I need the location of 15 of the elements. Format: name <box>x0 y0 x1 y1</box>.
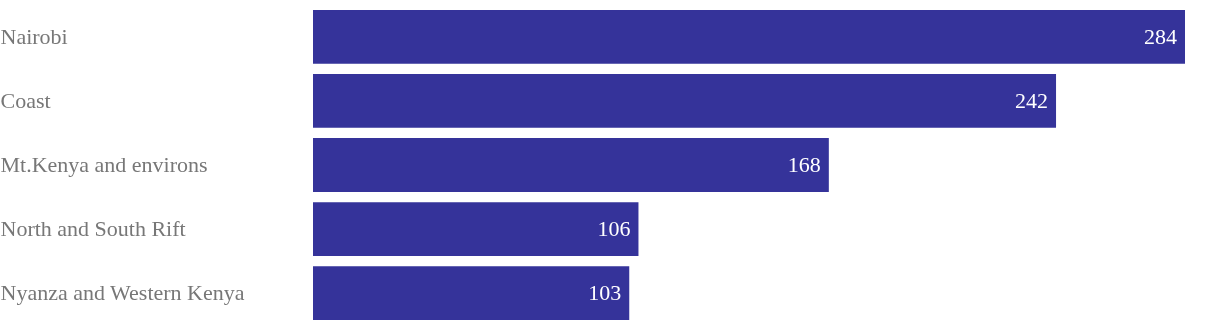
data-label: 284 <box>1144 23 1177 49</box>
bar <box>313 10 1185 64</box>
data-label: 106 <box>597 216 631 242</box>
y-tick-label: Coast <box>0 87 51 113</box>
data-label: 168 <box>787 152 821 177</box>
y-tick-label: Nairobi <box>0 23 68 49</box>
bar <box>313 266 630 320</box>
bar <box>313 138 829 192</box>
y-tick-label: North and South Rift <box>0 216 186 242</box>
data-label: 242 <box>1015 87 1049 113</box>
y-tick-label: Nyanza and Western Kenya <box>0 280 245 306</box>
y-tick-label: Mt.Kenya and environs <box>0 152 208 177</box>
data-label: 103 <box>588 280 622 306</box>
bar <box>313 74 1057 128</box>
bar <box>313 202 639 256</box>
